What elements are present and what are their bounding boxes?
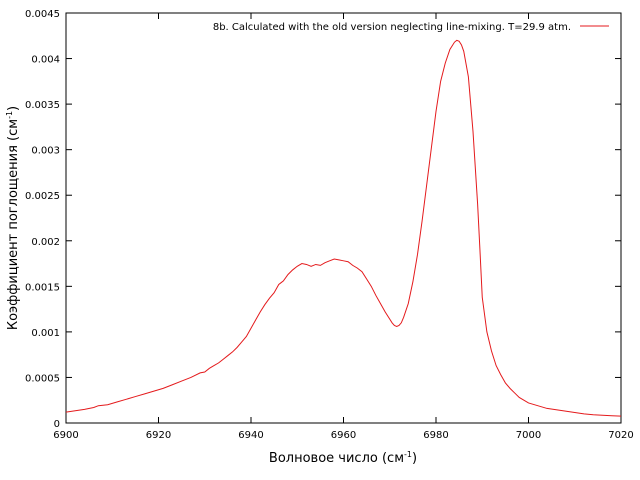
y-tick-label: 0.002 bbox=[31, 237, 60, 248]
x-tick-label: 6960 bbox=[331, 430, 356, 441]
y-tick-label: 0.0015 bbox=[25, 282, 60, 293]
y-tick-label: 0.0045 bbox=[25, 9, 60, 20]
y-tick-label: 0.003 bbox=[31, 146, 60, 157]
y-tick-label: 0.0005 bbox=[25, 373, 60, 384]
x-axis-ticks: 6900 6920 6940 6960 6980 7000 7020 bbox=[53, 13, 634, 441]
y-axis-title: Коэффициент поглощения (см-1) bbox=[5, 106, 21, 330]
x-axis-title: Волновое число (см-1) bbox=[269, 450, 417, 466]
y-tick-label: 0.0035 bbox=[25, 100, 60, 111]
series-line bbox=[65, 39, 622, 417]
x-tick-label: 6920 bbox=[146, 430, 171, 441]
x-tick-label: 7000 bbox=[516, 430, 541, 441]
y-tick-label: 0 bbox=[54, 419, 60, 430]
plot-frame bbox=[65, 12, 622, 424]
x-tick-label: 6980 bbox=[423, 430, 448, 441]
legend-label: 8b. Calculated with the old version negl… bbox=[213, 22, 571, 33]
y-tick-label: 0.0025 bbox=[25, 191, 60, 202]
legend: 8b. Calculated with the old version negl… bbox=[213, 22, 609, 33]
y-tick-label: 0.001 bbox=[31, 328, 60, 339]
x-tick-label: 6940 bbox=[238, 430, 263, 441]
y-tick-label: 0.004 bbox=[31, 55, 60, 66]
x-tick-label: 7020 bbox=[608, 430, 633, 441]
x-tick-label: 6900 bbox=[53, 430, 78, 441]
y-axis-ticks: 0 0.0005 0.001 0.0015 0.002 0.0025 0.003 0.0035… bbox=[25, 9, 621, 430]
